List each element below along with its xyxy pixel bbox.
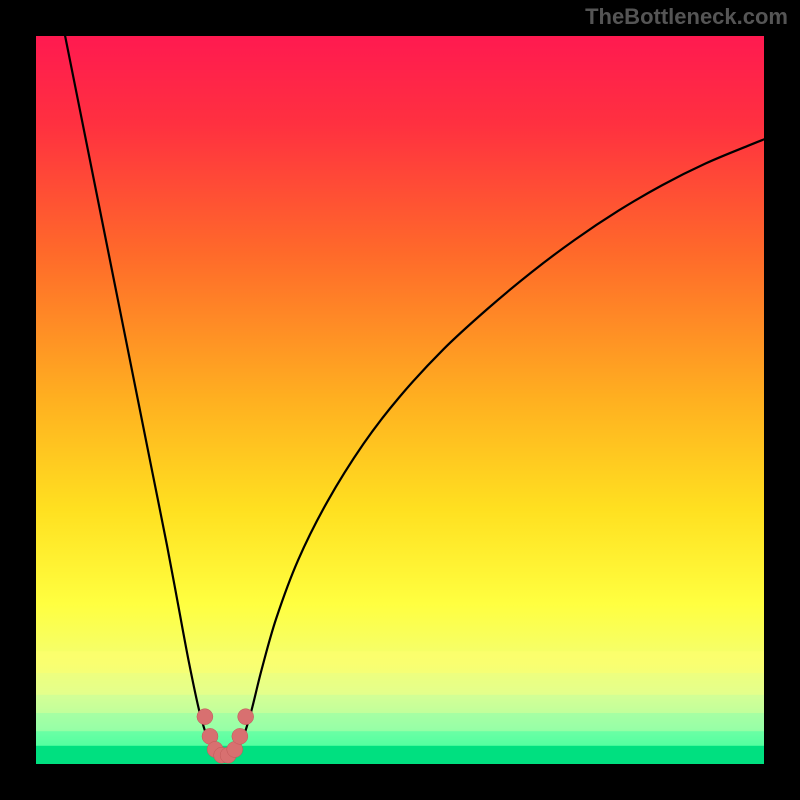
plot-band [36, 746, 764, 764]
watermark-text: TheBottleneck.com [585, 4, 788, 30]
curve-marker [238, 709, 254, 725]
plot-svg [36, 36, 764, 764]
chart-root: TheBottleneck.com [0, 0, 800, 800]
plot-band [36, 713, 764, 731]
curve-marker [232, 728, 248, 744]
plot-area [36, 36, 764, 764]
plot-band [36, 695, 764, 713]
plot-band [36, 731, 764, 746]
plot-band [36, 651, 764, 673]
plot-band [36, 673, 764, 695]
curve-marker [197, 709, 213, 725]
